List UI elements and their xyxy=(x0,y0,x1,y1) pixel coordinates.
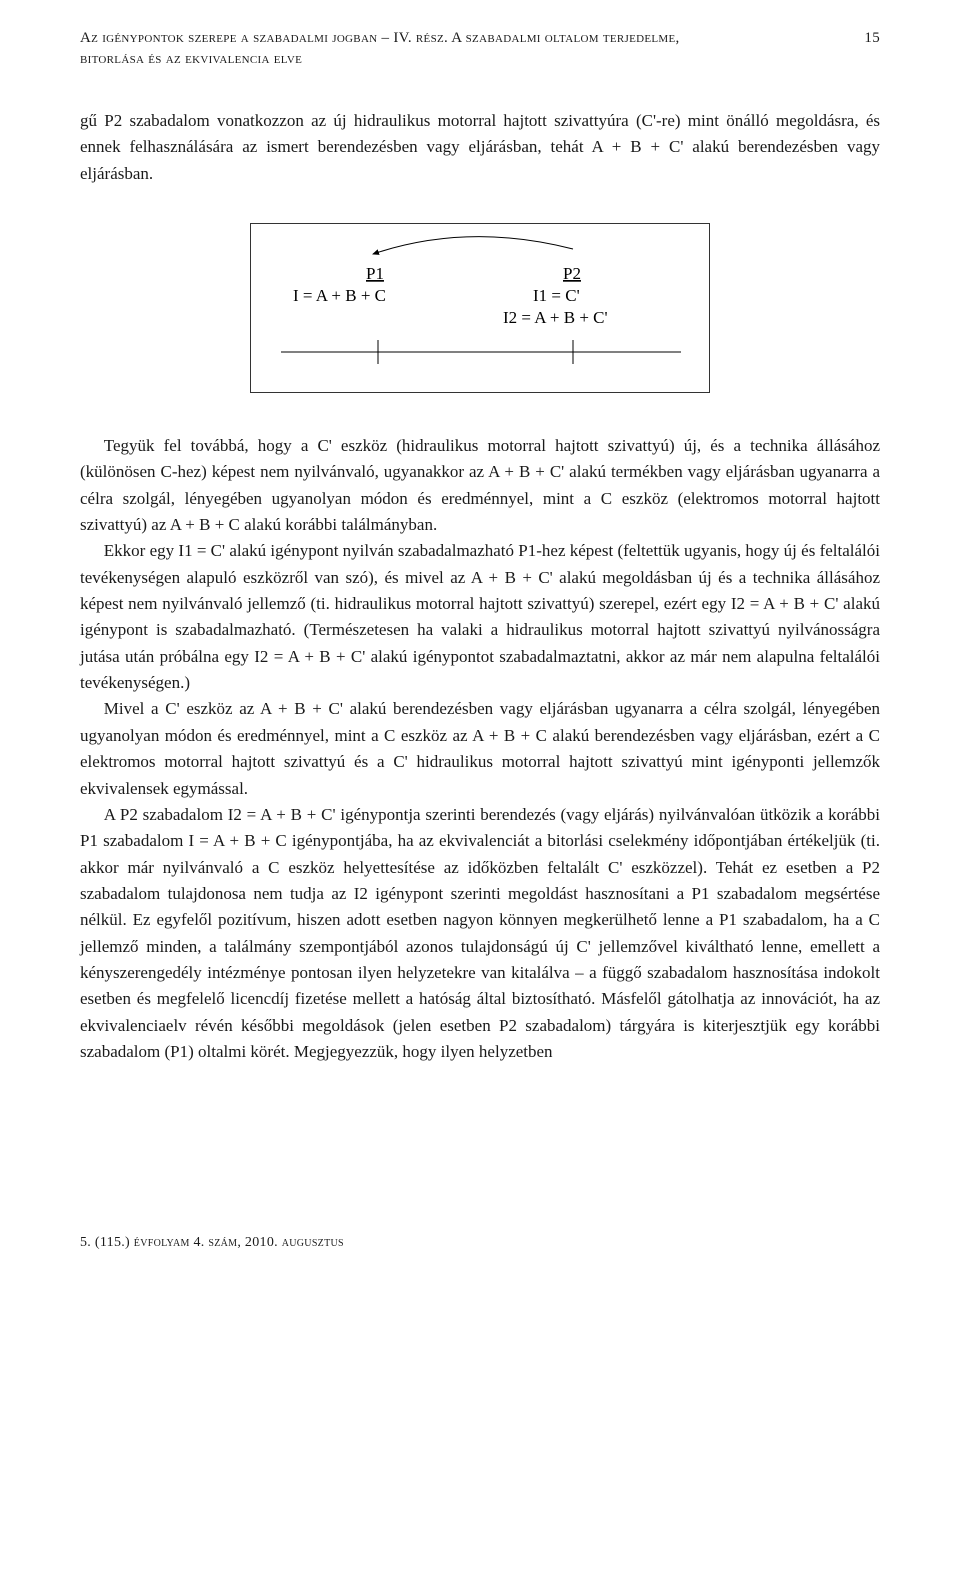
diagram-svg: P1 I = A + B + C P2 I1 = C' I2 = A + B +… xyxy=(273,234,689,374)
running-head-title: Az igénypontok szerepe a szabadalmi jogb… xyxy=(80,30,844,47)
p2-label: P2 xyxy=(563,264,581,283)
paragraph-4: Mivel a C' eszköz az A + B + C' alakú be… xyxy=(80,696,880,801)
p1-label: P1 xyxy=(366,264,384,283)
p1-equation: I = A + B + C xyxy=(293,286,386,305)
page-number: 15 xyxy=(864,30,880,47)
running-head-subtitle: bitorlása és az ekvivalencia elve xyxy=(80,51,880,68)
running-head: Az igénypontok szerepe a szabadalmi jogb… xyxy=(80,30,880,47)
equivalence-diagram: P1 I = A + B + C P2 I1 = C' I2 = A + B +… xyxy=(80,223,880,393)
footer-line: 5. (115.) évfolyam 4. szám, 2010. augusz… xyxy=(80,1235,880,1251)
paragraph-1: gű P2 szabadalom vonatkozzon az új hidra… xyxy=(80,108,880,187)
p2-equation-1: I1 = C' xyxy=(533,286,580,305)
paragraph-5: A P2 szabadalom I2 = A + B + C' igénypon… xyxy=(80,802,880,1065)
diagram-box: P1 I = A + B + C P2 I1 = C' I2 = A + B +… xyxy=(250,223,710,393)
paragraph-3: Ekkor egy I1 = C' alakú igénypont nyilvá… xyxy=(80,538,880,696)
dependency-arc xyxy=(373,237,573,254)
p2-equation-2: I2 = A + B + C' xyxy=(503,308,608,327)
paragraph-2: Tegyük fel továbbá, hogy a C' eszköz (hi… xyxy=(80,433,880,538)
